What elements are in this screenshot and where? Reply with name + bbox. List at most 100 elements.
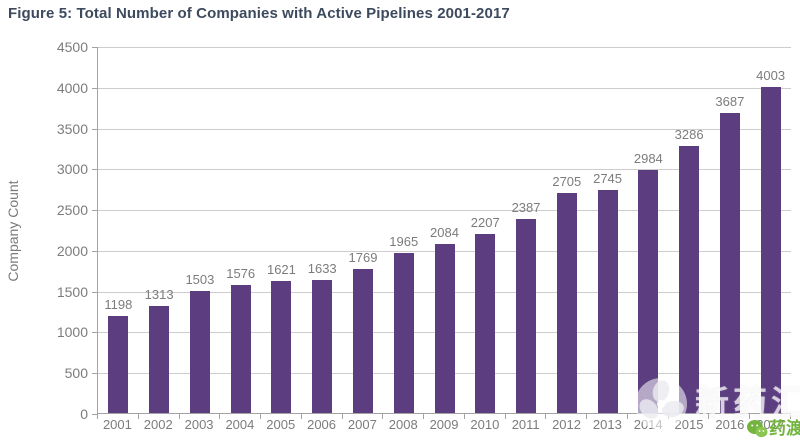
- x-tick-9: [463, 414, 465, 419]
- x-tick-1: [137, 414, 139, 419]
- x-tick-8: [423, 414, 425, 419]
- bar-value-2011: 2387: [511, 199, 541, 215]
- x-axis-label-2014: 2014: [633, 417, 663, 432]
- bar-2001: [108, 315, 129, 413]
- bar-slot-2003: 1503: [180, 47, 221, 413]
- gridline-3000: [98, 169, 791, 171]
- bar-slot-2006: 1633: [302, 47, 343, 413]
- x-axis-label-2012: 2012: [552, 417, 581, 432]
- y-axis-label-3000: 3000: [56, 161, 88, 178]
- bar-slot-2004: 1576: [220, 47, 261, 413]
- bar-slot-2001: 1198: [98, 47, 139, 413]
- bar-2004: [230, 284, 251, 413]
- x-tick-16: [749, 414, 751, 419]
- bar-value-2014: 2984: [633, 151, 663, 167]
- x-axis-labels: 2001 2002 2003 2004 2005 2006 2007 2008 2009 2010…: [97, 417, 791, 432]
- bar-slot-2011: 2387: [506, 47, 547, 413]
- bar-value-2006: 1633: [307, 261, 337, 277]
- bar-2003: [189, 290, 210, 413]
- y-tick-1500: [92, 291, 97, 293]
- y-axis-label-500: 500: [64, 365, 88, 382]
- y-axis-label-2000: 2000: [56, 242, 88, 259]
- bar-value-2012: 2705: [552, 174, 582, 189]
- bar-2009: [434, 243, 455, 413]
- x-tick-12: [586, 414, 588, 419]
- y-tick-3000: [92, 169, 97, 171]
- x-axis-label-2005: 2005: [266, 417, 296, 432]
- bar-value-2016: 3687: [715, 94, 745, 110]
- bar-slot-2009: 2084: [424, 47, 465, 413]
- bar-slot-2005: 1621: [261, 47, 302, 413]
- bar-2011: [516, 218, 537, 413]
- bar-2017: [760, 87, 781, 413]
- x-tick-2: [178, 414, 180, 419]
- y-tick-500: [92, 373, 97, 375]
- y-axis-title: Company Count: [5, 180, 21, 282]
- x-tick-7: [382, 414, 384, 419]
- x-tick-15: [708, 414, 710, 419]
- bar-slot-2016: 3687: [709, 47, 750, 413]
- bar-value-2007: 1769: [348, 250, 378, 266]
- bar-2006: [312, 280, 333, 413]
- bar-value-2004: 1576: [226, 265, 256, 281]
- x-axis-label-2002: 2002: [143, 417, 173, 432]
- y-tick-2500: [92, 210, 97, 212]
- y-tick-4000: [92, 87, 97, 89]
- plot-area: 1198 1313 1503 1576 1621 1633 1769 1965 2084 2207…: [92, 47, 791, 419]
- x-axis-label-2007: 2007: [347, 417, 377, 432]
- bar-value-2005: 1621: [266, 262, 296, 278]
- bar-value-2001: 1198: [104, 296, 133, 312]
- y-axis-label-3500: 3500: [56, 120, 88, 137]
- bar-value-2015: 3286: [674, 126, 704, 142]
- bar-2014: [638, 170, 659, 413]
- bar-2007: [352, 269, 373, 413]
- bar-2013: [597, 189, 618, 413]
- chart-title: Figure 5: Total Number of Companies with…: [8, 5, 510, 22]
- y-tick-4500: [92, 47, 97, 48]
- y-tick-2000: [92, 250, 97, 252]
- x-axis-label-2016: 2016: [715, 417, 745, 432]
- bar-slot-2008: 1965: [383, 47, 424, 413]
- y-axis-label-0: 0: [80, 406, 88, 422]
- x-axis-label-2011: 2011: [511, 417, 540, 432]
- x-axis-label-2017: 2017: [756, 417, 786, 432]
- y-axis-label-1000: 1000: [56, 324, 88, 341]
- bar-value-2009: 2084: [430, 224, 459, 240]
- y-tick-1000: [92, 332, 97, 334]
- bar-slot-2014: 2984: [628, 47, 669, 413]
- bar-slot-2012: 2705: [546, 47, 587, 413]
- bar-value-2008: 1965: [389, 234, 419, 250]
- bar-2010: [475, 233, 496, 413]
- x-tick-0: [97, 414, 98, 419]
- bar-value-2003: 1503: [185, 271, 215, 287]
- y-axis-label-4000: 4000: [56, 79, 88, 96]
- y-axis-label-1500: 1500: [56, 283, 88, 300]
- x-axis-label-2004: 2004: [225, 417, 255, 432]
- x-tick-17: [790, 414, 791, 419]
- y-axis-label-4500: 4500: [56, 39, 88, 55]
- bar-2005: [271, 281, 292, 413]
- x-axis-label-2006: 2006: [307, 417, 337, 432]
- x-tick-6: [341, 414, 343, 419]
- bar-series: 1198 1313 1503 1576 1621 1633 1769 1965 2084 2207…: [98, 47, 791, 413]
- gridline-3500: [98, 128, 791, 130]
- x-axis-label-2015: 2015: [674, 417, 704, 432]
- x-tick-13: [626, 414, 628, 419]
- bar-slot-2002: 1313: [139, 47, 180, 413]
- bar-slot-2017: 4003: [750, 47, 791, 413]
- bar-slot-2015: 3286: [669, 47, 710, 413]
- bar-slot-2013: 2745: [587, 47, 628, 413]
- x-axis-label-2003: 2003: [184, 417, 214, 432]
- bar-2016: [719, 113, 740, 413]
- x-tick-11: [545, 414, 547, 419]
- x-axis-label-2001: 2001: [102, 417, 132, 432]
- bar-value-2013: 2745: [593, 170, 623, 186]
- bar-value-2002: 1313: [144, 287, 174, 303]
- bar-slot-2010: 2207: [465, 47, 506, 413]
- x-tick-10: [504, 414, 506, 419]
- x-tick-3: [219, 414, 221, 419]
- bar-2012: [556, 193, 577, 413]
- y-axis-label-2500: 2500: [56, 202, 88, 219]
- x-axis-label-2010: 2010: [470, 417, 500, 432]
